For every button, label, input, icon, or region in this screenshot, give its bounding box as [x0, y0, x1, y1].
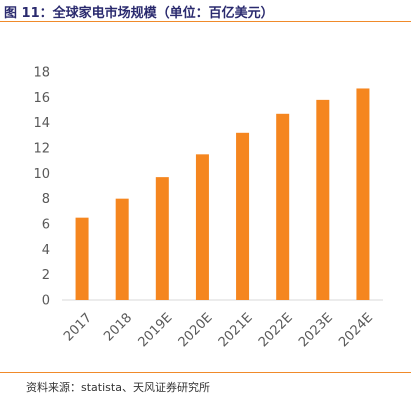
chart-title: 图 11：全球家电市场规模（单位：百亿美元）	[4, 6, 274, 21]
bar-2019E	[155, 177, 169, 300]
x-tick-label: 2021E	[216, 310, 256, 350]
y-tick-label: 2	[42, 268, 50, 283]
y-tick-label: 8	[42, 192, 50, 207]
title-divider	[0, 21, 411, 22]
y-axis-ticks: 0 2 4 6 8 10 12 14 16 18	[33, 66, 50, 309]
x-tick-label: 2018	[101, 310, 135, 344]
x-axis-labels: 2017 2018 2019E 2020E 2021E 2022E 2023E 2024E	[61, 310, 376, 350]
bar-2022E	[276, 113, 290, 300]
bar-2024E	[356, 88, 370, 300]
x-tick-label: 2017	[61, 310, 95, 344]
bar-2017	[75, 217, 89, 300]
y-tick-label: 6	[42, 218, 50, 233]
y-tick-label: 4	[42, 243, 50, 258]
bar-2018	[115, 198, 129, 300]
y-tick-label: 12	[33, 142, 50, 157]
x-tick-label: 2019E	[136, 310, 176, 350]
y-tick-label: 10	[33, 167, 50, 182]
bar-2020E	[195, 154, 209, 300]
y-tick-label: 18	[33, 66, 50, 81]
source-divider	[0, 372, 411, 373]
y-tick-label: 14	[33, 116, 50, 131]
x-tick-label: 2020E	[176, 310, 216, 350]
x-tick-label: 2024E	[336, 310, 376, 350]
y-tick-label: 16	[33, 91, 50, 106]
x-tick-label: 2023E	[296, 310, 336, 350]
bars	[75, 88, 370, 300]
bar-2023E	[316, 99, 330, 300]
y-tick-label: 0	[42, 294, 50, 309]
source-note: 资料来源：statista、天风证券研究所	[26, 381, 210, 394]
bar-2021E	[236, 132, 250, 300]
x-tick-label: 2022E	[256, 310, 296, 350]
